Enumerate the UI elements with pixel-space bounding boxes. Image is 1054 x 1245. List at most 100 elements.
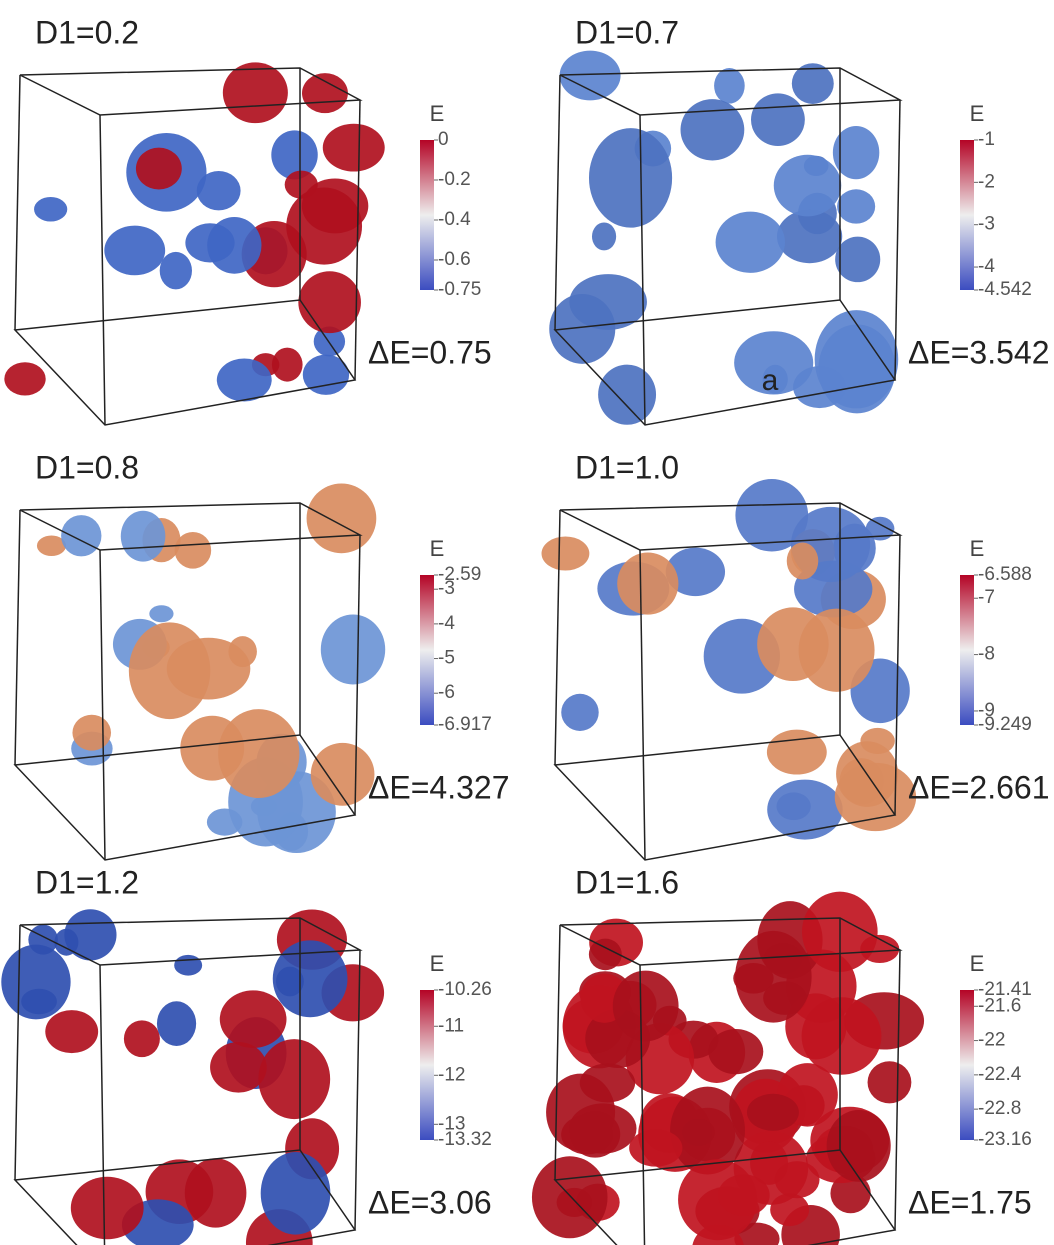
blob (320, 614, 386, 685)
colorbar (960, 575, 974, 725)
colorbar-tick-label: -5 (438, 648, 455, 669)
colorbar-tick-label: -6.917 (438, 714, 492, 735)
blob (21, 988, 57, 1015)
blob (832, 125, 880, 180)
panel: D1=1.6 E -21.41-21.6 -22 -22.4 -22.8 -23.16 ΔE=… (531, 864, 1032, 1245)
cube-edge (639, 964, 646, 1245)
blob (791, 63, 834, 104)
panel: D1=0.8 E -2.59-3 -4 -5 -6 -6.917 ΔE=4.327 (13, 449, 509, 861)
blob (322, 123, 385, 172)
cube-edge (14, 924, 21, 1181)
cube-edge (639, 114, 646, 426)
figure-label: a (762, 364, 779, 397)
colorbar-tick-label: -0.4 (438, 209, 471, 230)
blob (216, 358, 272, 402)
blob (682, 1118, 715, 1147)
blob (4, 362, 46, 396)
cube-edge (354, 99, 361, 381)
blob (104, 225, 166, 276)
blob (561, 693, 599, 731)
blob (746, 1093, 799, 1131)
colorbar-tick-label: -4 (978, 256, 995, 277)
blob (750, 93, 805, 147)
blob (174, 531, 212, 569)
panel: D1=1.2 E -10.26 -11 -12 -13-13.32 ΔE=3.06 (1, 864, 492, 1245)
blob (135, 147, 182, 190)
blob (271, 347, 303, 382)
blob (798, 608, 875, 692)
blob (61, 515, 102, 557)
blob (156, 1001, 197, 1046)
panel-title: D1=1.6 (575, 864, 679, 900)
cube-edge (99, 549, 106, 861)
blob (867, 1061, 912, 1104)
cube-edge (99, 114, 106, 426)
blob (310, 742, 375, 806)
colorbar-tick-label: -2 (978, 171, 995, 192)
blob (298, 271, 361, 334)
colorbar-tick-label: -10.26 (438, 979, 492, 1000)
blob (260, 1152, 331, 1235)
colorbar-tick-label: -0.2 (438, 169, 471, 190)
colorbar-tick-label: -21.41 (978, 979, 1032, 1000)
blob (36, 535, 67, 556)
cube-edge (554, 924, 561, 1181)
cube-edge (354, 534, 361, 816)
colorbar-tick-label: -3 (978, 214, 995, 235)
colorbar-tick-label: -0.6 (438, 249, 471, 270)
colorbar-tick-label: -3 (438, 578, 455, 599)
blob (598, 364, 657, 425)
cube-edge (894, 99, 901, 381)
blob (665, 547, 726, 597)
panel-title: D1=0.8 (35, 449, 139, 485)
colorbar (960, 990, 974, 1140)
cube-edge (639, 549, 646, 861)
blob (196, 171, 241, 211)
colorbar-tick-label: -9 (978, 700, 995, 721)
colorbar-tick-label: -22.4 (978, 1064, 1022, 1085)
blob (826, 1109, 891, 1182)
colorbar-tick-label: -7 (978, 587, 995, 608)
colorbar-label: E (970, 101, 985, 126)
cube-edge (894, 949, 901, 1231)
blob (184, 1158, 247, 1228)
blob (302, 354, 350, 395)
colorbar-tick-label: -4 (438, 613, 455, 634)
cube-edge (354, 949, 361, 1231)
colorbar-tick-label: -0.75 (438, 279, 481, 300)
delta-label: ΔE=3.06 (368, 1184, 492, 1220)
blob (531, 1156, 608, 1239)
colorbar-tick-label: -6 (438, 682, 455, 703)
panel: D1=0.7 E -1 -2 -3 -4-4.542 ΔE=3.542 (549, 14, 1049, 426)
blob (714, 68, 745, 104)
blob (834, 762, 917, 832)
delta-label: ΔE=4.327 (368, 769, 509, 805)
blob (271, 130, 318, 180)
blob (617, 552, 679, 615)
blob (629, 1129, 683, 1167)
blob (149, 605, 174, 623)
blob (561, 1114, 613, 1155)
blob (301, 73, 348, 114)
blob (210, 1041, 267, 1093)
colorbar-tick-label: -13.32 (438, 1129, 492, 1150)
delta-label: ΔE=3.542 (908, 334, 1049, 370)
blob (579, 1063, 636, 1103)
colorbar-tick-label: -6.588 (978, 564, 1032, 585)
blob (54, 928, 79, 956)
blob (860, 727, 895, 755)
blob (837, 189, 876, 224)
blob (793, 366, 847, 409)
blob (120, 510, 166, 562)
panel-title: D1=0.2 (35, 14, 139, 50)
blob (34, 196, 68, 222)
blob (541, 536, 590, 571)
blob (272, 940, 348, 1018)
colorbar-tick-label: -1 (978, 129, 995, 150)
colorbar-tick-label: -4.542 (978, 279, 1032, 300)
blob (786, 542, 819, 580)
colorbar-label: E (430, 536, 445, 561)
delta-label: ΔE=2.661 (908, 769, 1049, 805)
blob (123, 1020, 160, 1058)
